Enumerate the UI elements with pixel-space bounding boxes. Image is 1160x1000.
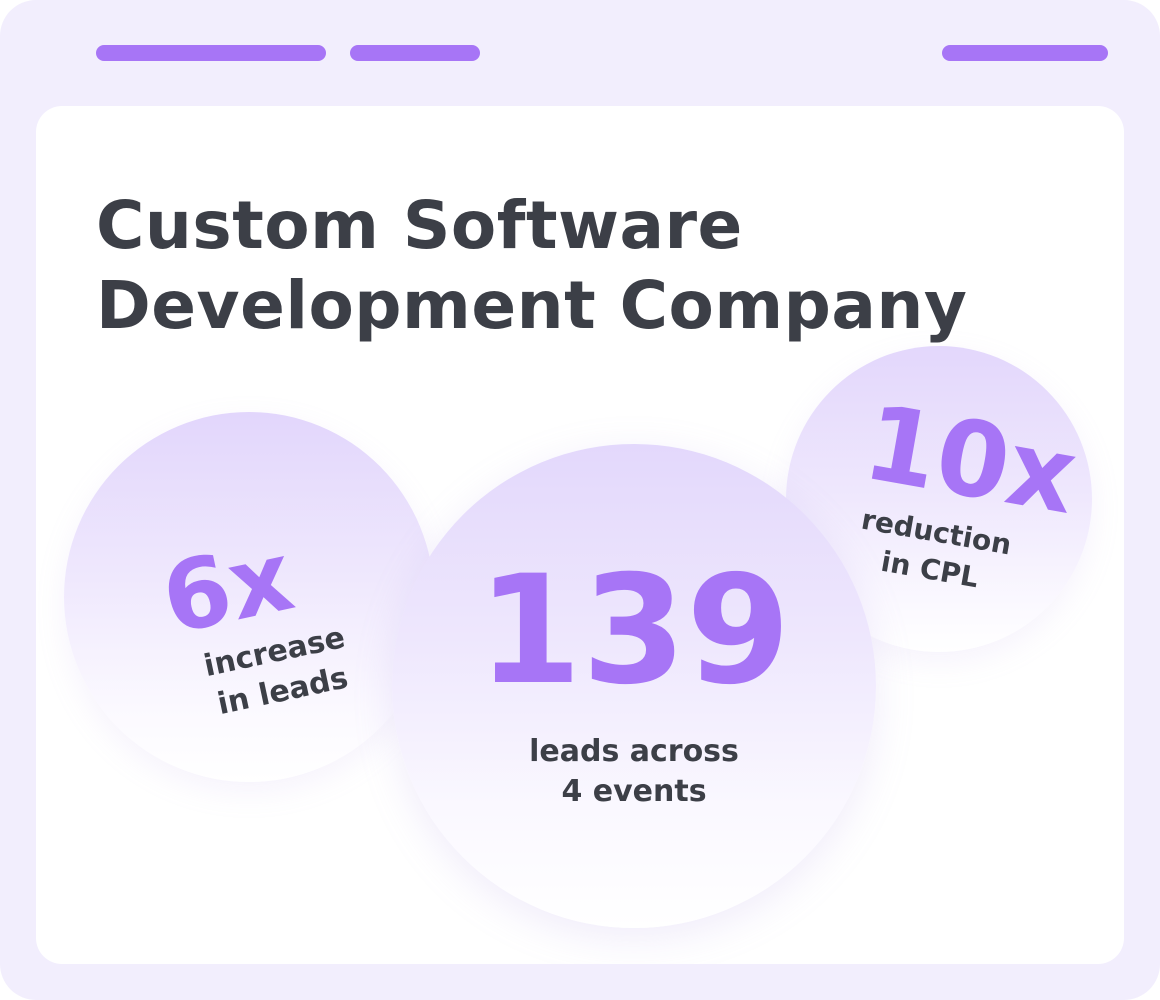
stat-leads-increase: 6x increase in leads: [136, 506, 397, 767]
stat-bubble-center: [392, 444, 876, 928]
stat-leads-count-value: 139: [477, 544, 791, 718]
stat-label-line-2: 4 events: [561, 774, 707, 809]
header-bar-placeholder-3: [942, 45, 1108, 61]
page-title-line-2: Development Company: [96, 267, 968, 344]
header-bar-placeholder-1: [96, 45, 326, 61]
content-card: Custom Software Development Company 6x i…: [36, 106, 1124, 964]
stat-label-line-1: leads across: [529, 734, 739, 769]
header-bar-placeholder-2: [350, 45, 480, 61]
stat-leads-count-label: leads across 4 events: [392, 732, 876, 812]
stat-bubble-left: [64, 412, 434, 782]
page-title-line-1: Custom Software: [96, 187, 743, 264]
page-title: Custom Software Development Company: [96, 186, 967, 346]
